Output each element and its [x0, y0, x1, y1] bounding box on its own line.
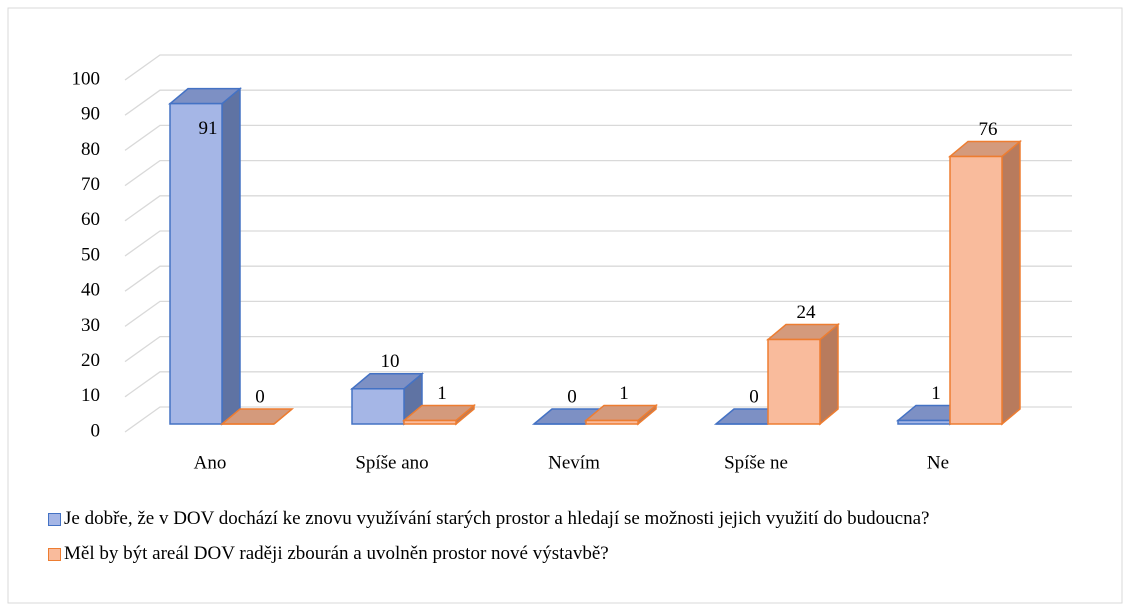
data-label: 91 [199, 118, 218, 139]
bar-face [169, 102, 223, 425]
bar [401, 403, 477, 426]
bar [219, 408, 295, 425]
grid-line [124, 300, 1072, 327]
y-tick-label: 50 [81, 244, 100, 265]
bar [583, 403, 659, 426]
y-tick-label: 40 [81, 280, 100, 301]
bar [947, 139, 1023, 426]
x-tick-label: Ano [194, 452, 227, 473]
bar-face [897, 419, 951, 425]
x-tick-label: Spíše ne [724, 452, 788, 473]
grid-line [124, 195, 1072, 222]
grid-line [124, 124, 1072, 151]
data-label: 24 [797, 302, 817, 323]
data-label: 0 [749, 386, 759, 407]
data-label: 76 [979, 119, 998, 140]
legend-label: Je dobře, že v DOV dochází ke znovu využ… [64, 508, 930, 529]
x-tick-label: Ne [927, 452, 949, 473]
legend: Je dobře, že v DOV dochází ke znovu využ… [48, 505, 1098, 575]
bar [167, 87, 243, 426]
bar-face [1001, 139, 1021, 426]
y-tick-label: 0 [91, 420, 101, 441]
bar-face [767, 338, 821, 425]
bar-face [819, 322, 839, 426]
bar [765, 322, 841, 426]
data-label: 10 [381, 351, 400, 372]
chart-border [7, 7, 1123, 604]
grid-line [124, 54, 1072, 81]
bar-face [585, 419, 639, 425]
y-tick-label: 10 [81, 385, 100, 406]
legend-label: Měl by být areál DOV raději zbourán a uv… [64, 543, 609, 564]
bar-face [403, 419, 457, 425]
data-label: 1 [437, 383, 447, 404]
y-tick-label: 90 [81, 104, 100, 125]
grid-line [124, 265, 1072, 292]
y-tick-label: 80 [81, 139, 100, 160]
y-tick-label: 30 [81, 315, 100, 336]
legend-swatch [48, 548, 61, 561]
bar [349, 372, 425, 426]
y-tick-label: 100 [72, 68, 101, 89]
y-tick-label: 20 [81, 350, 100, 371]
x-tick-label: Spíše ano [355, 452, 428, 473]
grid-line [124, 335, 1072, 363]
legend-entry: Měl by být areál DOV raději zbourán a uv… [48, 540, 1098, 567]
bar-face [351, 388, 405, 425]
legend-entry: Je dobře, že v DOV dochází ke znovu využ… [48, 505, 1098, 532]
grid-line [124, 371, 1072, 398]
grid-line [124, 89, 1072, 116]
data-label: 1 [931, 383, 941, 404]
bar-face [221, 87, 241, 426]
grid-line [124, 159, 1072, 187]
data-label: 0 [567, 386, 577, 407]
data-label: 0 [255, 386, 265, 407]
grid-line [124, 230, 1072, 257]
x-tick-label: Nevím [548, 452, 600, 473]
data-label: 1 [619, 383, 629, 404]
legend-swatch [48, 513, 61, 526]
y-tick-label: 70 [81, 174, 100, 195]
bar-face [949, 155, 1003, 425]
y-tick-label: 60 [81, 209, 100, 230]
